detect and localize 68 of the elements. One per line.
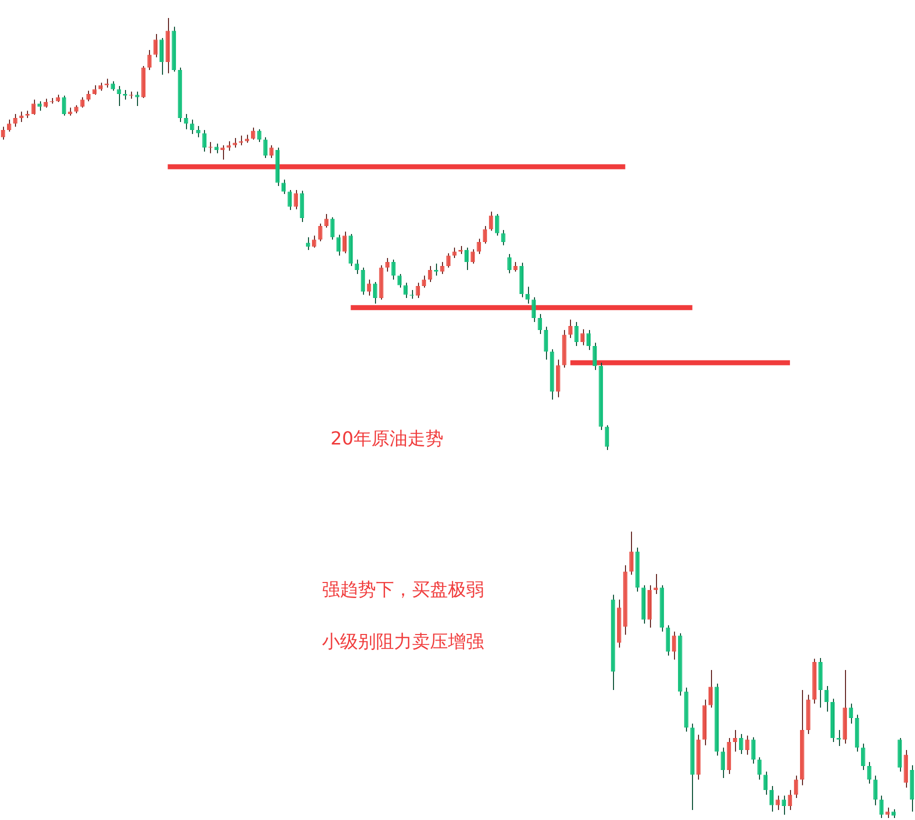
candlestick: [160, 38, 164, 76]
candlestick: [318, 223, 322, 242]
candlestick: [257, 128, 262, 142]
candlestick: [92, 84, 97, 96]
candlestick: [116, 86, 122, 106]
candlestick: [354, 259, 359, 274]
candlestick: [153, 34, 158, 58]
candlestick: [294, 190, 298, 210]
candlestick: [470, 248, 475, 264]
candlestick: [19, 111, 24, 122]
candlestick: [80, 96, 84, 108]
candlestick: [745, 735, 750, 756]
candlestick: [13, 114, 18, 128]
candlestick: [879, 795, 884, 818]
candlestick: [220, 144, 225, 160]
candlestick: [794, 775, 798, 798]
candlestick: [263, 136, 268, 158]
candlestick: [226, 140, 231, 152]
candlestick: [110, 80, 115, 92]
candlestick: [720, 747, 725, 778]
candlestick: [373, 282, 378, 304]
candlestick: [770, 786, 774, 812]
candlestick: [532, 296, 536, 322]
candlestick: [440, 262, 444, 274]
candlestick: [251, 127, 256, 140]
candlestick: [7, 119, 12, 132]
candlestick: [416, 282, 420, 298]
candlestick: [288, 190, 292, 210]
candlestick: [482, 226, 488, 244]
candlestick: [873, 775, 878, 806]
candlestick: [586, 330, 591, 350]
candlestick: [751, 736, 756, 764]
candlestick: [495, 214, 500, 236]
candlestick: [62, 95, 66, 116]
candlestick: [464, 247, 469, 270]
candlestick: [282, 179, 286, 194]
candlestick: [654, 574, 658, 594]
candlestick: [190, 119, 194, 134]
candlestick: [568, 319, 572, 338]
candlestick: [580, 328, 585, 346]
candlestick: [476, 238, 481, 254]
candlestick: [507, 254, 512, 274]
candlestick: [501, 230, 506, 246]
candlestick: [782, 795, 786, 816]
candlestick: [867, 762, 872, 784]
annotation: 小级别阻力卖压增强: [322, 632, 484, 653]
candlestick: [38, 100, 42, 112]
candlestick: [342, 231, 347, 254]
candlestick: [422, 275, 426, 288]
annotation: 20年原油走势: [330, 428, 444, 450]
candlestick: [757, 756, 762, 780]
candlestick: [885, 807, 890, 818]
candlestick: [385, 258, 390, 272]
candlestick: [312, 235, 316, 248]
candlestick: [202, 130, 206, 152]
candlestick: [708, 670, 713, 708]
candlestick: [739, 734, 744, 754]
candlestick: [196, 126, 200, 138]
candlestick: [324, 214, 328, 228]
candlestick: [538, 314, 542, 334]
candlestick: [861, 743, 866, 770]
candlestick: [404, 282, 408, 298]
candlestick: [776, 795, 780, 810]
candlestick: [592, 342, 597, 370]
candlestick: [629, 531, 634, 576]
annotation: 强趋势下，买盘极弱: [322, 580, 484, 601]
candlestick: [446, 252, 450, 268]
candlestick: [526, 286, 530, 304]
